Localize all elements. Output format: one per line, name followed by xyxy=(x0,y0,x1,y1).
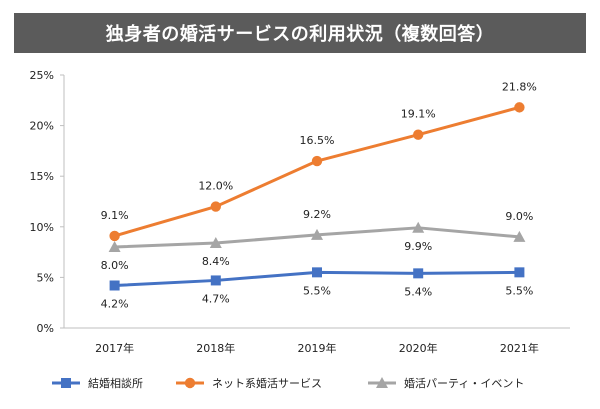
data-point xyxy=(514,267,525,278)
data-label: 4.7% xyxy=(202,292,230,305)
data-point xyxy=(514,102,525,113)
x-tick-label: 2019年 xyxy=(298,341,337,355)
legend-label: ネット系婚活サービス xyxy=(212,376,322,390)
data-point xyxy=(311,155,323,167)
x-tick-label: 2021年 xyxy=(500,341,539,355)
data-point xyxy=(210,201,221,212)
data-point xyxy=(109,230,120,242)
data-point xyxy=(108,241,121,253)
data-label: 5.5% xyxy=(303,284,331,297)
data-point xyxy=(109,280,120,291)
data-point xyxy=(311,228,323,240)
x-tick-label: 2017年 xyxy=(95,341,134,355)
data-point xyxy=(413,268,424,279)
data-label: 8.0% xyxy=(101,259,129,272)
data-label: 9.2% xyxy=(303,208,331,221)
data-label: 9.0% xyxy=(505,210,533,223)
y-tick-label: 5% xyxy=(37,271,54,284)
data-point xyxy=(210,275,221,286)
legend-marker xyxy=(61,378,71,388)
y-tick-label: 20% xyxy=(30,120,54,133)
y-tick-label: 0% xyxy=(37,322,54,335)
data-label: 5.5% xyxy=(505,284,533,297)
data-point xyxy=(413,129,424,140)
data-label: 8.4% xyxy=(202,255,230,268)
data-label: 9.1% xyxy=(101,209,129,222)
legend-marker xyxy=(184,377,196,389)
data-point xyxy=(209,236,222,248)
legend-label: 婚活パーティ・イベント xyxy=(404,376,524,390)
y-tick-label: 10% xyxy=(30,221,54,234)
y-tick-label: 15% xyxy=(30,170,54,183)
chart-title: 独身者の婚活サービスの利用状況（複数回答） xyxy=(105,24,495,45)
y-tick-label: 25% xyxy=(30,69,54,82)
x-tick-label: 2018年 xyxy=(196,341,235,355)
data-point xyxy=(513,230,526,242)
data-label: 5.4% xyxy=(404,285,432,298)
data-label: 4.2% xyxy=(101,297,129,310)
x-tick-label: 2020年 xyxy=(399,341,438,355)
data-label: 16.5% xyxy=(300,134,335,147)
data-label: 12.0% xyxy=(198,180,233,193)
data-label: 19.1% xyxy=(401,108,436,121)
data-point xyxy=(312,267,322,278)
data-label: 9.9% xyxy=(404,240,432,253)
legend-label: 結婚相談所 xyxy=(88,376,143,390)
data-label: 21.8% xyxy=(502,80,537,93)
chart-title-bar: 独身者の婚活サービスの利用状況（複数回答） xyxy=(14,13,586,53)
legend-marker xyxy=(376,377,388,388)
data-point xyxy=(412,221,425,233)
